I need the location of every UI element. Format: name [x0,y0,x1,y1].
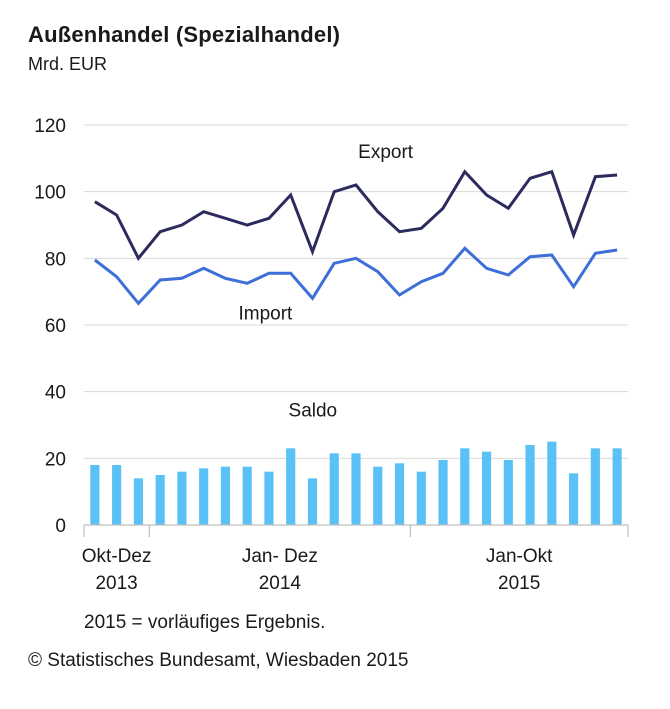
y-tick-label: 80 [45,249,66,270]
import-line [93,246,618,306]
saldo-bar [199,468,209,525]
saldo-bar [416,471,426,525]
saldo-bar [242,466,252,525]
saldo-bar [351,453,361,525]
y-tick-label: 0 [55,516,66,537]
saldo-bar [177,471,187,525]
saldo-bar [220,466,231,525]
x-period-label: Jan- Dez [242,546,318,567]
series-label-saldo: Saldo [289,400,338,421]
y-tick-label: 120 [34,116,66,137]
y-tick-label: 20 [45,449,66,470]
chart-unit: Mrd. EUR [28,54,108,74]
saldo-bar [90,465,100,525]
saldo-bar [307,478,318,525]
saldo-bar [547,441,557,525]
saldo-bar [460,448,470,525]
saldo-bar [612,448,622,525]
saldo-bar [133,478,143,525]
saldo-bar [264,471,274,525]
saldo-bar [503,460,513,525]
saldo-bar [394,463,405,525]
x-period-year: 2015 [498,573,540,594]
saldo-bar [590,448,600,525]
saldo-bar [438,460,448,525]
y-tick-label: 40 [45,383,66,404]
saldo-bar [329,453,339,525]
saldo-bar [525,445,535,525]
saldo-bar [373,466,383,525]
series-label-export: Export [358,142,414,163]
saldo-bar [569,473,579,525]
y-tick-label: 100 [34,183,66,204]
x-period-year: 2014 [259,573,302,594]
source-note: © Statistisches Bundesamt, Wiesbaden 201… [28,650,409,671]
y-tick-label: 60 [45,316,66,337]
x-period-label: Okt-Dez [82,546,152,567]
saldo-bar [155,475,165,525]
saldo-bar [286,448,296,525]
export-line [94,169,618,262]
footnote: 2015 = vorläufiges Ergebnis. [84,612,326,633]
saldo-bar [481,451,492,525]
x-period-label: Jan-Okt [486,546,553,567]
saldo-bar [112,465,122,525]
series-label-import: Import [238,303,293,324]
chart-title: Außenhandel (Spezialhandel) [28,22,341,47]
x-period-year: 2013 [95,573,137,594]
